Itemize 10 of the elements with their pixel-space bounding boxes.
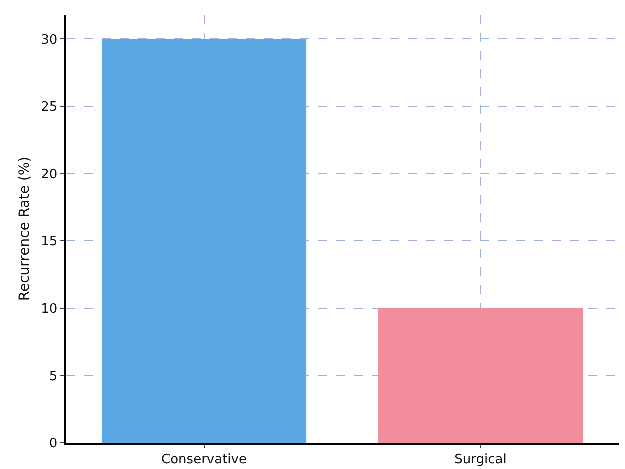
y-tick-label: 20 xyxy=(41,167,58,182)
y-tick-label: 15 xyxy=(41,234,58,250)
y-tick-label: 30 xyxy=(41,32,58,48)
y-axis-title: Recurrence Rate (%) xyxy=(17,156,34,302)
y-tick-label: 5 xyxy=(49,369,58,384)
y-tick-label: 0 xyxy=(49,436,58,452)
x-tick-label: Conservative xyxy=(162,452,247,468)
y-tick-label: 25 xyxy=(41,100,58,116)
y-tick-label: 10 xyxy=(41,302,58,317)
x-tick-label: Surgical xyxy=(454,452,507,468)
